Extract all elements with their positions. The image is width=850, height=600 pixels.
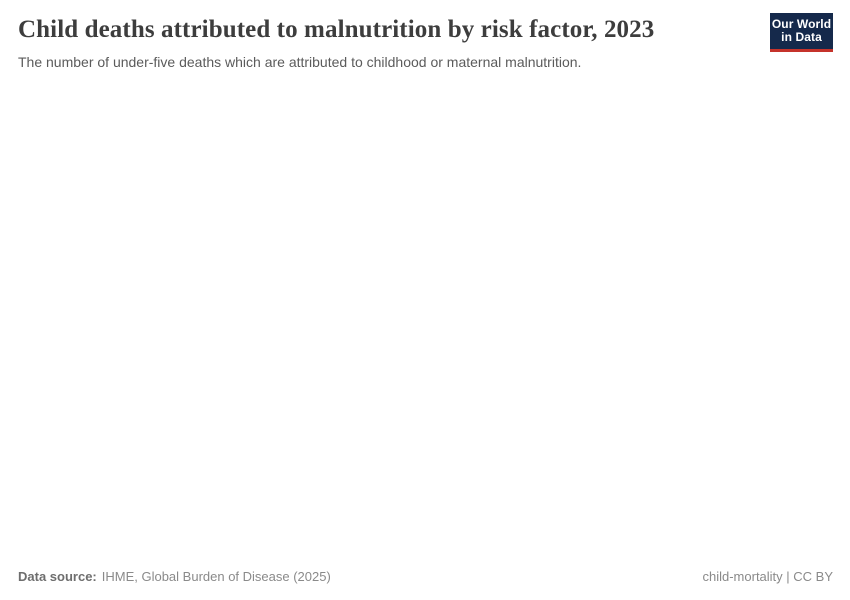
data-source: Data source: IHME, Global Burden of Disea… [18, 569, 331, 585]
chart-subtitle: The number of under-five deaths which ar… [18, 53, 582, 70]
data-source-label: Data source: [18, 569, 97, 585]
chart-footer: Data source: IHME, Global Burden of Disea… [0, 569, 850, 600]
chart-plot-area [0, 70, 850, 570]
license-text: child-mortality | CC BY [702, 569, 833, 585]
owid-logo-line1: Our World [771, 16, 832, 31]
owid-logo[interactable]: Our World in Data [770, 13, 833, 52]
data-source-value: IHME, Global Burden of Disease (2025) [101, 569, 331, 585]
owid-logo-line2: in Data [781, 30, 822, 44]
chart-header: Child deaths attributed to malnutrition … [0, 0, 850, 71]
chart-title: Child deaths attributed to malnutrition … [18, 16, 655, 43]
chart-header-text: Child deaths attributed to malnutrition … [18, 13, 746, 71]
